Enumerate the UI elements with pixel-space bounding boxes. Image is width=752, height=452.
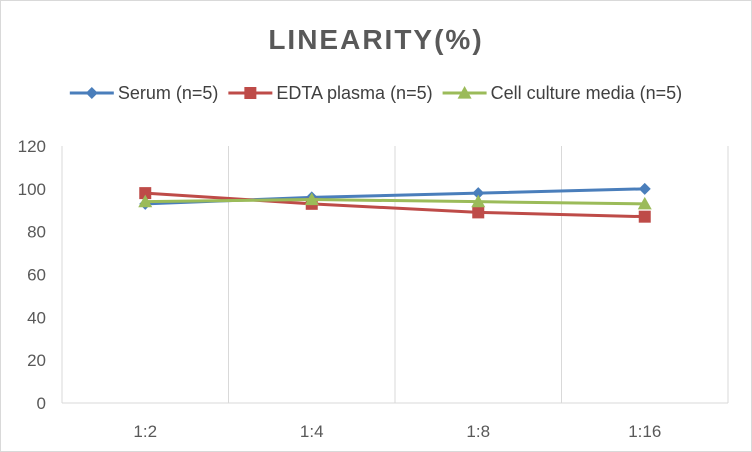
axes xyxy=(61,146,728,404)
data-point xyxy=(304,192,319,206)
series-line xyxy=(145,191,645,219)
legend-item: EDTA plasma (n=5) xyxy=(228,83,433,103)
x-tick-label: 1:2 xyxy=(133,422,157,441)
series-layer xyxy=(138,182,652,223)
y-tick-label: 40 xyxy=(27,308,46,327)
legend-marker xyxy=(85,87,98,99)
data-point xyxy=(638,210,651,223)
y-tick-label: 100 xyxy=(18,180,46,199)
data-point xyxy=(139,187,152,200)
gridlines xyxy=(228,146,729,403)
y-tick-label: 120 xyxy=(18,137,46,156)
x-axis-ticks: 1:2 1:4 1:8 1:16 xyxy=(133,422,661,441)
x-tick-label: 1:16 xyxy=(628,422,661,441)
data-point xyxy=(471,194,486,208)
legend-label: Serum (n=5) xyxy=(118,83,219,103)
legend: Serum (n=5) EDTA plasma (n=5) Cell culture… xyxy=(69,83,683,103)
data-point xyxy=(472,187,485,200)
y-axis-ticks: 0 20 40 60 80 100 120 xyxy=(18,137,46,413)
x-tick-label: 1:4 xyxy=(300,422,324,441)
y-tick-label: 0 xyxy=(37,394,46,413)
legend-marker xyxy=(244,87,257,99)
legend-item: Serum (n=5) xyxy=(69,83,219,103)
series-2 xyxy=(139,187,651,223)
legend-label: EDTA plasma (n=5) xyxy=(276,83,432,103)
legend-item: Cell culture media (n=5) xyxy=(442,83,683,103)
series-3 xyxy=(138,192,652,210)
y-tick-label: 60 xyxy=(27,266,46,285)
legend-label: Cell culture media (n=5) xyxy=(491,83,683,103)
data-point xyxy=(138,194,153,208)
data-point xyxy=(638,182,651,195)
series-line xyxy=(145,198,645,206)
x-tick-label: 1:8 xyxy=(466,422,490,441)
y-tick-label: 20 xyxy=(27,351,46,370)
chart-title: LINEARITY(%) xyxy=(268,24,483,55)
y-tick-label: 80 xyxy=(27,223,46,242)
data-point xyxy=(472,206,485,219)
legend-marker xyxy=(457,86,472,99)
data-point xyxy=(637,196,652,210)
